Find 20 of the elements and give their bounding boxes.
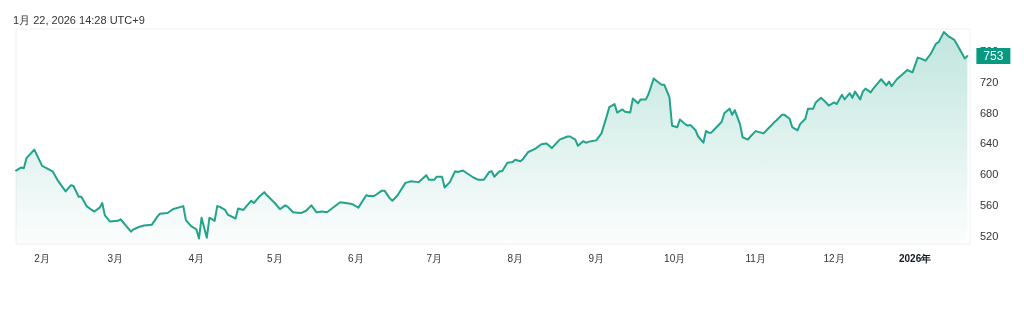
x-tick-label: 9月 [588, 252, 605, 264]
x-tick-label: 4月 [188, 252, 205, 264]
y-tick-label: 520 [980, 230, 999, 243]
x-tick-label: 8月 [507, 252, 523, 264]
x-tick-label: 12月 [823, 252, 845, 264]
x-tick-label: 11月 [745, 252, 766, 264]
x-tick-label: 7月 [426, 252, 442, 264]
y-tick-label: 720 [980, 75, 999, 88]
x-tick-label: 10月 [664, 252, 686, 264]
x-tick-label: 2026年 [898, 252, 932, 264]
chart-title: 1月 22, 2026 14:28 UTC+9 [13, 13, 145, 26]
x-tick-label: 5月 [266, 252, 283, 264]
annotation: 753 [983, 49, 1004, 64]
y-tick-label: 640 [980, 137, 999, 150]
y-tick-label: 680 [980, 106, 999, 119]
x-tick-label: 2月 [34, 252, 50, 264]
y-tick-label: 560 [980, 199, 999, 212]
x-tick-label: 3月 [107, 252, 124, 264]
y-tick-label: 600 [980, 168, 999, 181]
x-tick-label: 6月 [348, 252, 364, 264]
